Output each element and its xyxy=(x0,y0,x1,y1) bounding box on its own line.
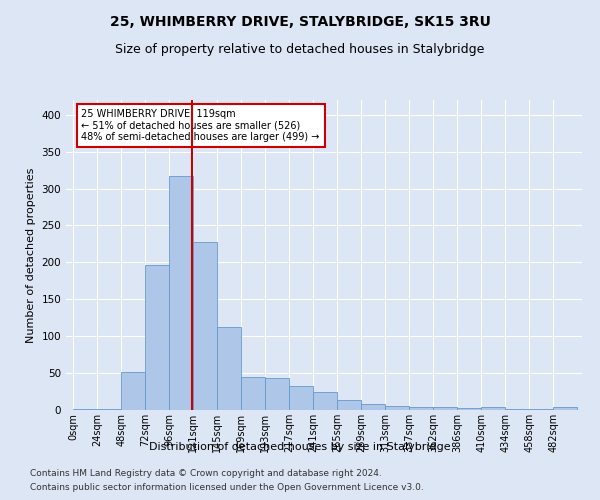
Bar xyxy=(457,408,481,410)
Bar xyxy=(313,392,337,410)
Bar xyxy=(121,372,145,410)
Text: Contains public sector information licensed under the Open Government Licence v3: Contains public sector information licen… xyxy=(30,484,424,492)
Bar xyxy=(361,404,385,410)
Bar xyxy=(553,407,577,410)
Y-axis label: Number of detached properties: Number of detached properties xyxy=(26,168,36,342)
Bar xyxy=(481,407,505,410)
Text: 25, WHIMBERRY DRIVE, STALYBRIDGE, SK15 3RU: 25, WHIMBERRY DRIVE, STALYBRIDGE, SK15 3… xyxy=(110,15,490,29)
Bar xyxy=(193,242,217,410)
Bar xyxy=(433,407,457,410)
Bar xyxy=(289,386,313,410)
Bar xyxy=(217,326,241,410)
Bar xyxy=(145,266,169,410)
Text: Contains HM Land Registry data © Crown copyright and database right 2024.: Contains HM Land Registry data © Crown c… xyxy=(30,468,382,477)
Text: 25 WHIMBERRY DRIVE: 119sqm
← 51% of detached houses are smaller (526)
48% of sem: 25 WHIMBERRY DRIVE: 119sqm ← 51% of deta… xyxy=(82,110,320,142)
Text: Distribution of detached houses by size in Stalybridge: Distribution of detached houses by size … xyxy=(149,442,451,452)
Bar xyxy=(337,400,361,410)
Bar xyxy=(265,378,289,410)
Text: Size of property relative to detached houses in Stalybridge: Size of property relative to detached ho… xyxy=(115,42,485,56)
Bar xyxy=(409,407,433,410)
Bar xyxy=(241,377,265,410)
Bar xyxy=(169,176,193,410)
Bar xyxy=(385,406,409,410)
